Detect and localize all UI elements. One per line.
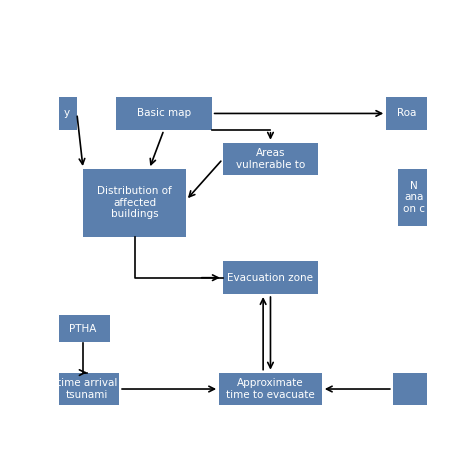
FancyBboxPatch shape (56, 97, 77, 130)
FancyBboxPatch shape (223, 143, 318, 175)
Text: Distribution of
affected
buildings: Distribution of affected buildings (97, 186, 172, 219)
Text: time arrival
tsunami: time arrival tsunami (56, 378, 117, 400)
Text: Evacuation zone: Evacuation zone (228, 273, 313, 283)
Text: N
ana
on c: N ana on c (403, 181, 425, 214)
FancyBboxPatch shape (56, 315, 110, 343)
Text: Roa: Roa (397, 109, 416, 118)
FancyBboxPatch shape (55, 373, 119, 405)
FancyBboxPatch shape (223, 261, 318, 294)
FancyBboxPatch shape (386, 97, 427, 130)
Text: Areas
vulnerable to: Areas vulnerable to (236, 148, 305, 170)
Text: Approximate
time to evacuate: Approximate time to evacuate (226, 378, 315, 400)
Text: Basic map: Basic map (137, 109, 191, 118)
Text: y: y (64, 109, 70, 118)
FancyBboxPatch shape (392, 373, 428, 405)
FancyBboxPatch shape (219, 373, 322, 405)
FancyBboxPatch shape (398, 169, 429, 226)
FancyBboxPatch shape (116, 97, 212, 130)
Text: PTHA: PTHA (69, 324, 97, 334)
FancyBboxPatch shape (83, 169, 186, 237)
